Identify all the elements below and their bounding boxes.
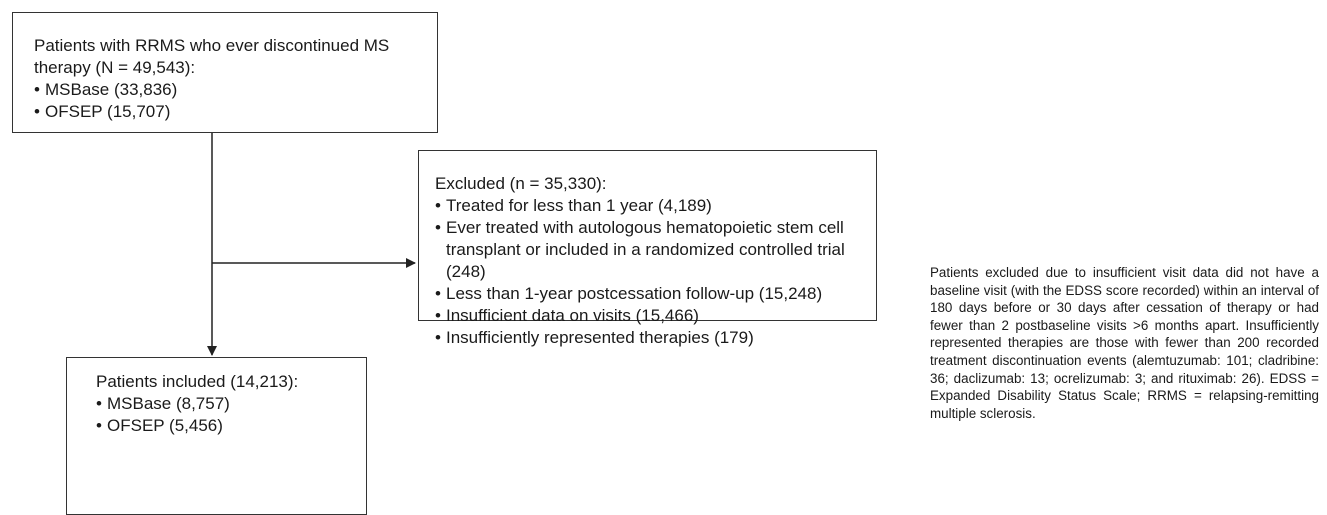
box-label: Excluded (n = 35,330): [435,174,607,193]
box-item: MSBase (33,836) [34,79,423,101]
box-label: Patients with RRMS who ever discontinued… [34,36,390,77]
box-list: MSBase (8,757) OFSEP (5,456) [96,393,356,437]
box-item: OFSEP (15,707) [34,101,423,123]
box-item: Insufficiently represented therapies (17… [435,327,866,349]
box-label: Patients included (14,213): [96,372,299,391]
box-list: Treated for less than 1 year (4,189) Eve… [435,195,866,349]
box-item: Treated for less than 1 year (4,189) [435,195,866,217]
footnote: Patients excluded due to insufficient vi… [930,265,1319,421]
box-item: Ever treated with autologous hematopoiet… [435,217,866,283]
box-item: OFSEP (5,456) [96,415,356,437]
box-item: Insufficient data on visits (15,466) [435,305,866,327]
box-included: Patients included (14,213): MSBase (8,75… [66,357,367,515]
box-item: MSBase (8,757) [96,393,356,415]
box-list: MSBase (33,836) OFSEP (15,707) [34,79,423,123]
box-excluded: Excluded (n = 35,330): Treated for less … [418,150,877,349]
box-source: Patients with RRMS who ever discontinued… [12,12,438,133]
box-item: Less than 1-year postcessation follow-up… [435,283,866,305]
